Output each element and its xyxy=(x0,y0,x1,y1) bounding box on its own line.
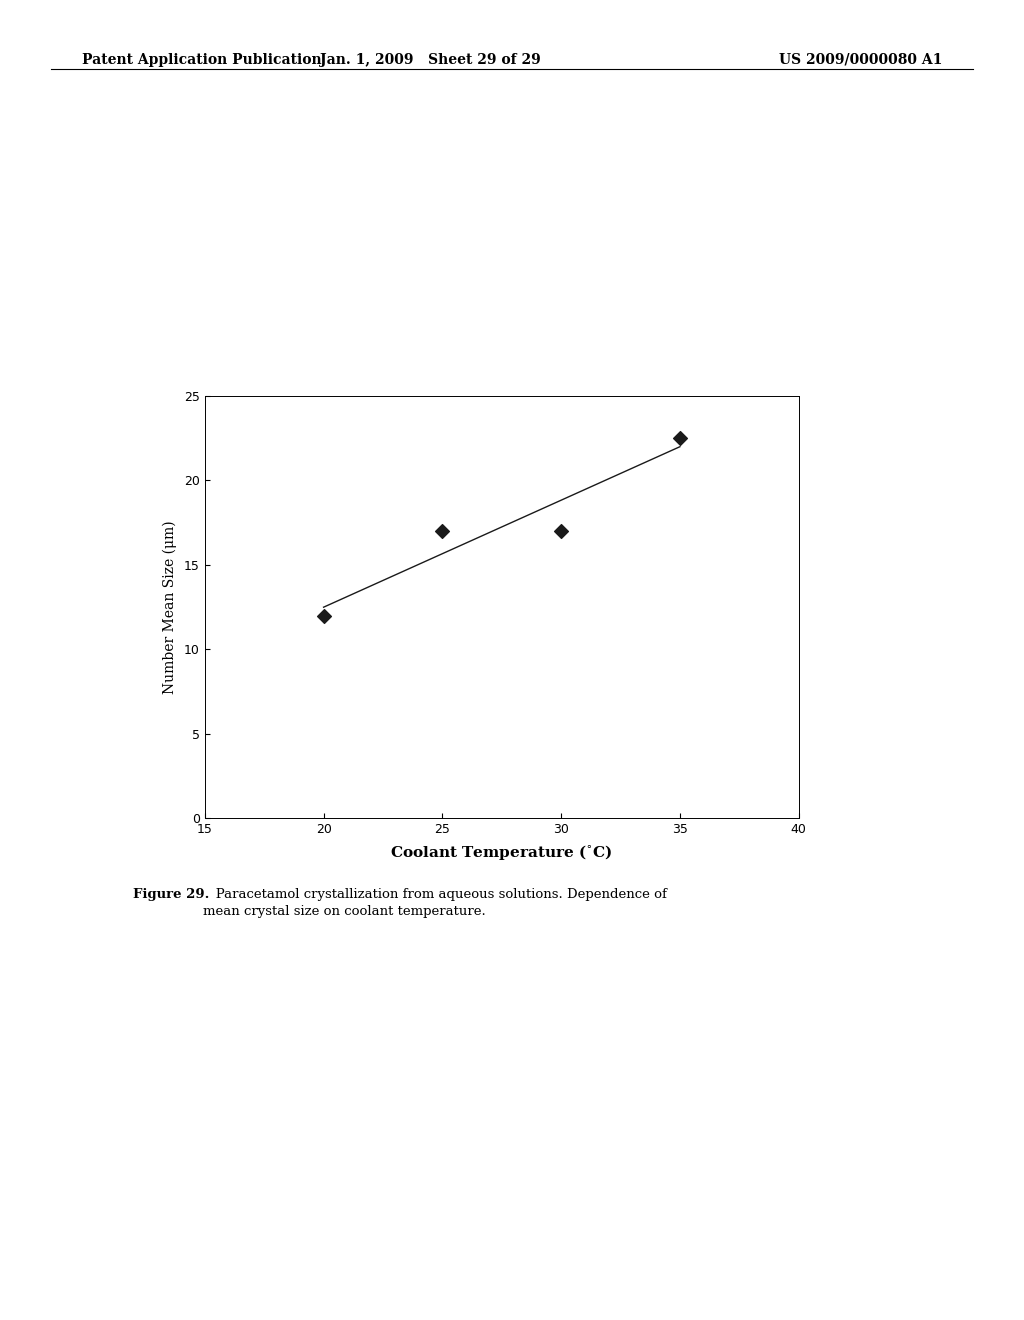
Point xyxy=(672,428,688,449)
Point xyxy=(315,605,332,626)
Point xyxy=(434,520,451,541)
Text: Jan. 1, 2009   Sheet 29 of 29: Jan. 1, 2009 Sheet 29 of 29 xyxy=(319,53,541,67)
Y-axis label: Number Mean Size (μm): Number Mean Size (μm) xyxy=(163,520,177,694)
Text: US 2009/0000080 A1: US 2009/0000080 A1 xyxy=(778,53,942,67)
Text: Figure 29.: Figure 29. xyxy=(133,888,210,902)
Point xyxy=(553,520,569,541)
Text: Patent Application Publication: Patent Application Publication xyxy=(82,53,322,67)
Text: Paracetamol crystallization from aqueous solutions. Dependence of
mean crystal s: Paracetamol crystallization from aqueous… xyxy=(203,888,667,919)
X-axis label: Coolant Temperature ($^{\circ}$C): Coolant Temperature ($^{\circ}$C) xyxy=(390,843,613,862)
